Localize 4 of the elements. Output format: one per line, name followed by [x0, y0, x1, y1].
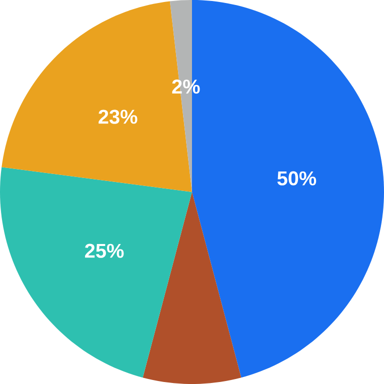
data-label: 23%: [98, 110, 138, 124]
data-label: 50%: [277, 171, 316, 186]
data-label: 25%: [85, 244, 124, 258]
data-label: 2%: [172, 80, 200, 94]
